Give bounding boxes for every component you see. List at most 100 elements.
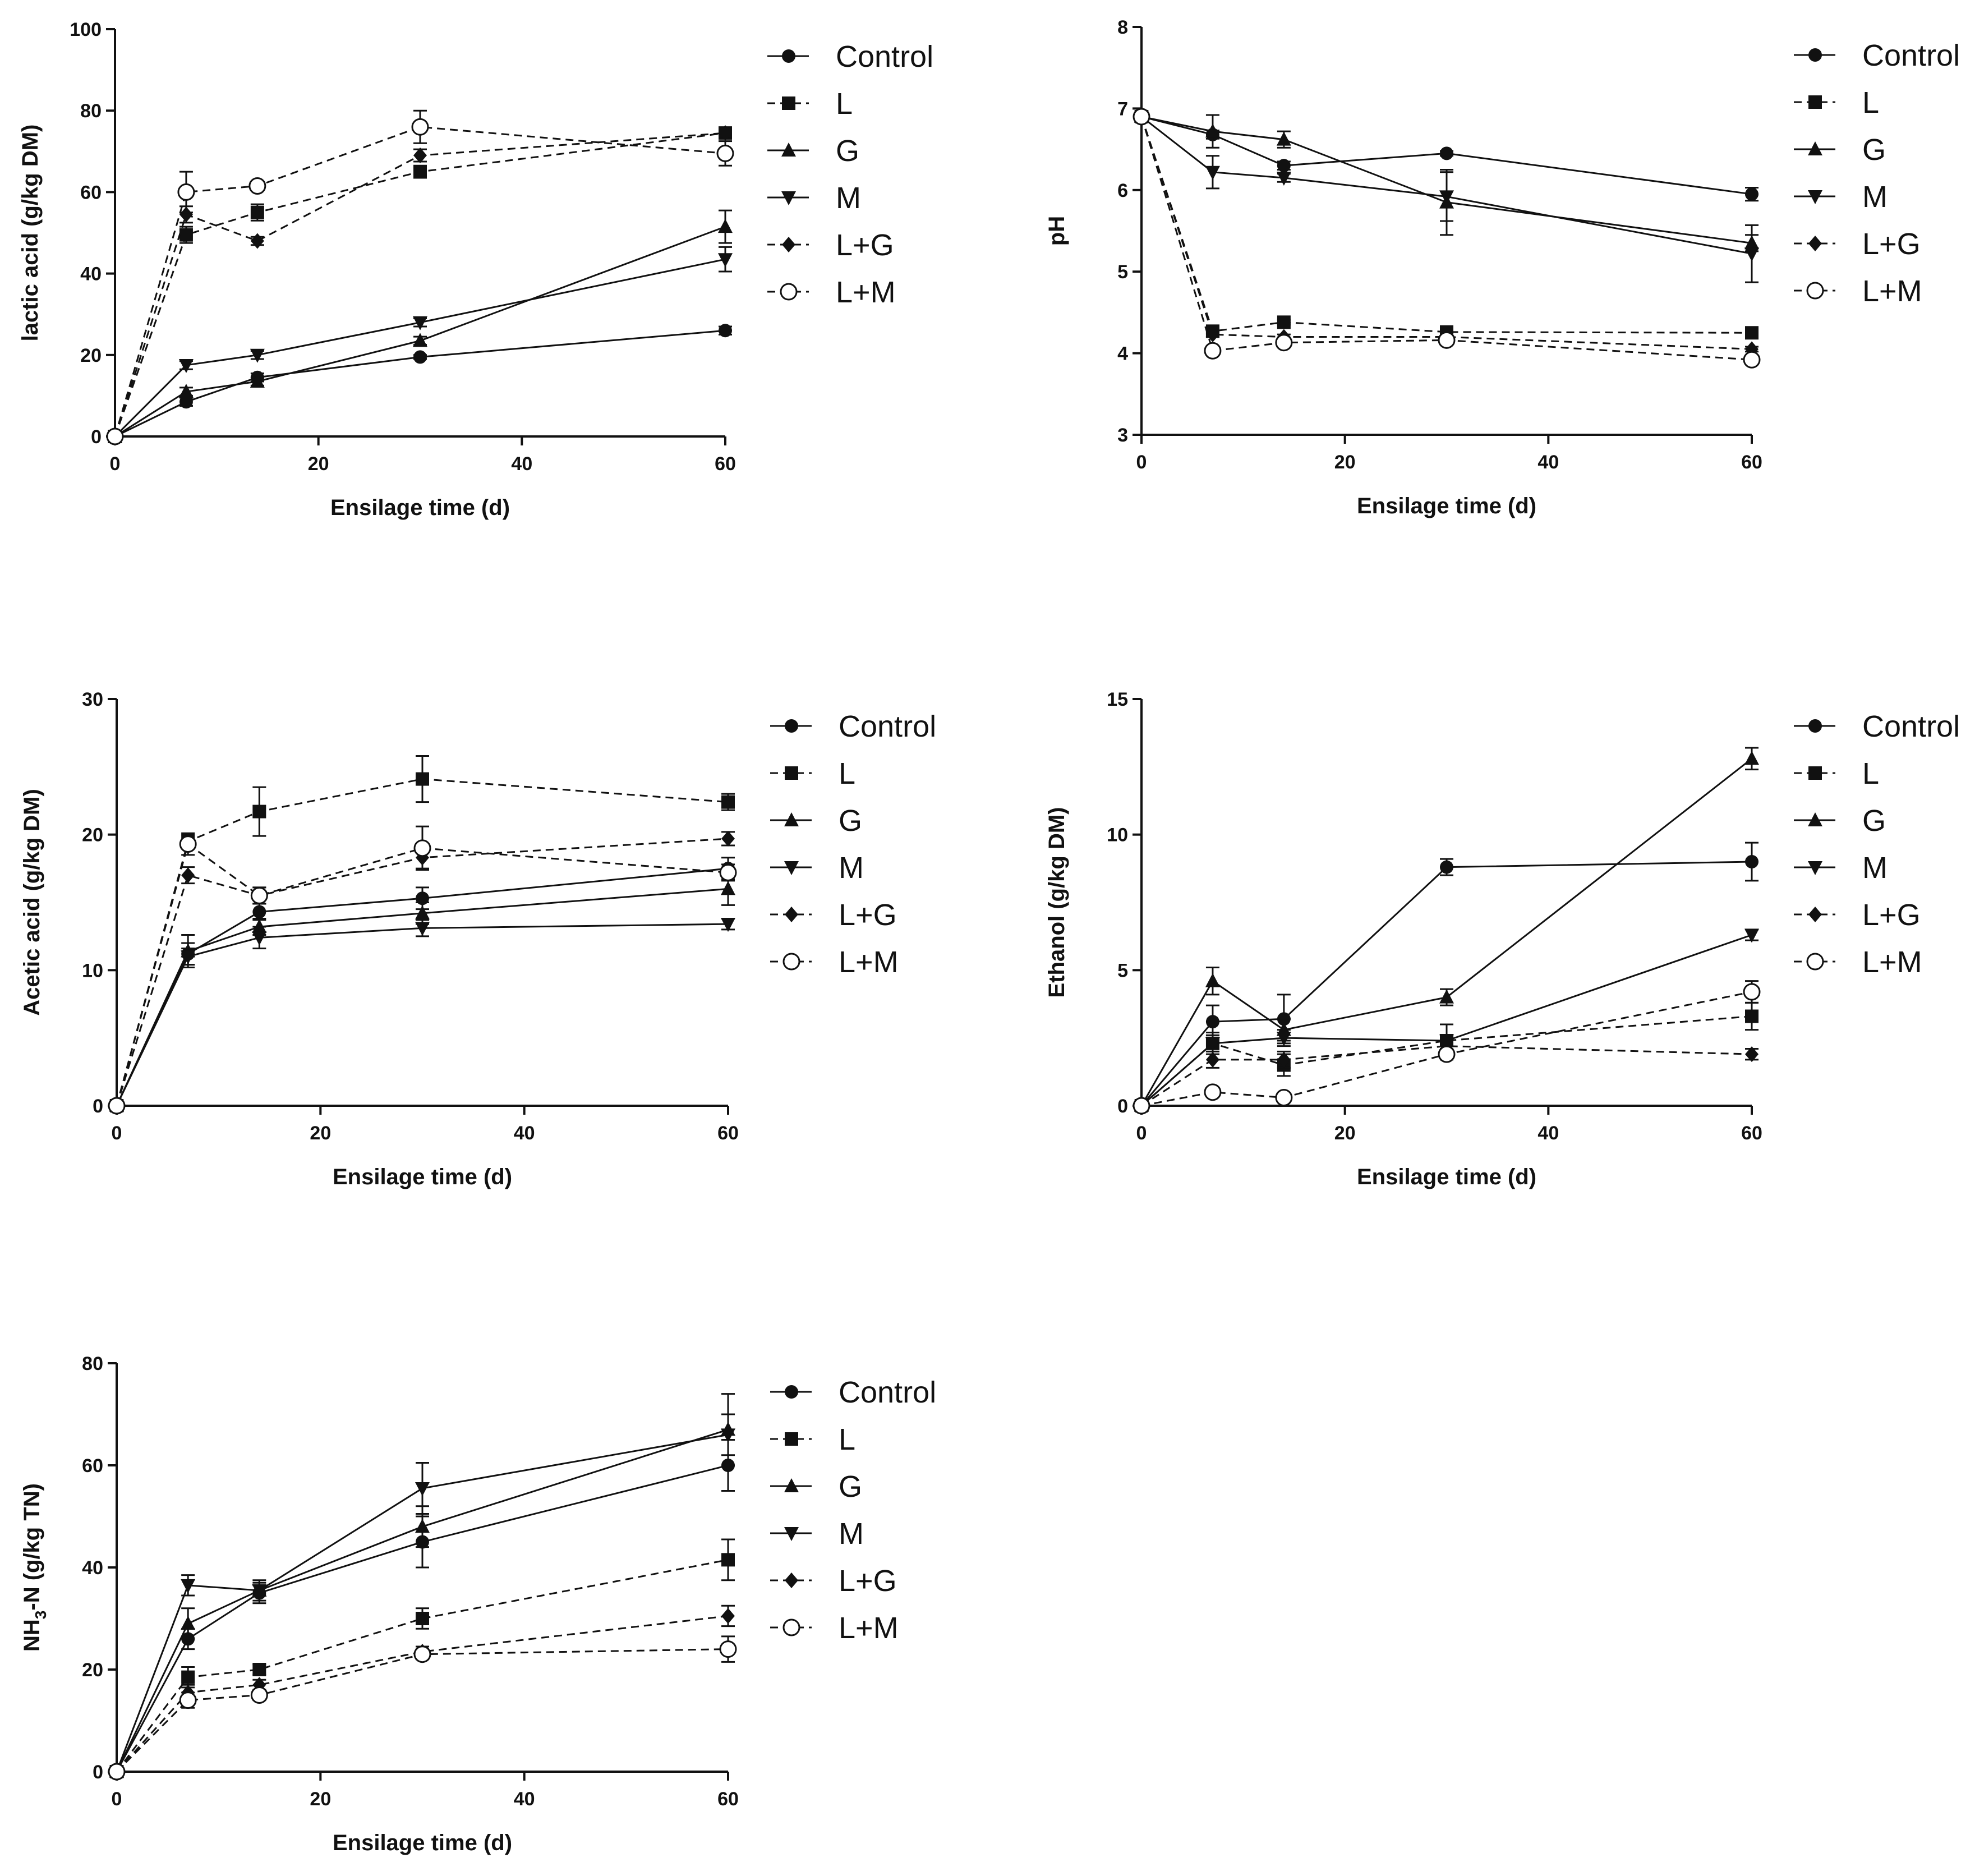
chart-5-x-tick-label: 40 — [514, 1788, 535, 1810]
chart-5-legend-label: L — [839, 1423, 855, 1456]
chart-3-data-point — [415, 922, 430, 936]
chart-3-data-point — [179, 835, 197, 853]
chart-2-legend-label: M — [1862, 180, 1888, 214]
chart-5-series-l-m — [108, 1635, 737, 1781]
chart-5-data-point — [721, 1553, 735, 1567]
chart-4-data-point — [1276, 1032, 1291, 1046]
chart-5-y-tick-label: 20 — [82, 1659, 103, 1681]
chart-2-data-point — [1133, 108, 1150, 126]
chart-2-data-point — [1204, 342, 1222, 360]
chart-4-x-tick-label: 0 — [1136, 1123, 1147, 1144]
chart-2-data-point — [1277, 315, 1291, 329]
chart-1-data-point — [248, 177, 266, 195]
chart-1-legend-marker — [780, 283, 798, 301]
chart-4-legend-marker — [1808, 719, 1822, 733]
chart-4-data-point — [1205, 1037, 1220, 1051]
chart-1-legend-marker — [782, 49, 795, 63]
chart-2-series-m — [1134, 110, 1759, 283]
chart-5-data-point — [416, 1612, 429, 1625]
chart-5-y-tick-label: 0 — [93, 1762, 103, 1783]
chart-5-x-label: Ensilage time (d) — [333, 1831, 512, 1855]
chart-3-legend: Control LGM L+G L+M — [770, 710, 936, 979]
chart-3-y-tick-label: 10 — [82, 960, 103, 981]
chart-3-data-point — [250, 886, 268, 904]
chart-4-legend-label: M — [1862, 851, 1888, 885]
chart-5-legend-marker — [784, 1478, 799, 1492]
chart-5-data-point — [181, 1670, 195, 1684]
chart-2-data-point — [1745, 187, 1759, 201]
chart-4-y-tick-label: 0 — [1117, 1096, 1128, 1117]
chart-5-data-point — [252, 1584, 267, 1598]
chart-5-legend-label: L+G — [839, 1564, 897, 1598]
chart-5-x-tick-label: 0 — [112, 1788, 122, 1810]
chart-2-series-control — [1135, 109, 1759, 202]
chart-2: 3 4 5 6 7 8 0 20 40 60 Ensilage time (d) pH Control L… — [1044, 17, 1960, 518]
chart-5-data-point — [721, 1608, 735, 1624]
chart-3-y-tick-label: 20 — [82, 825, 103, 846]
chart-5-legend-marker — [784, 1527, 799, 1541]
chart-1-data-point — [177, 183, 195, 201]
chart-4-legend: Control LGM L+G L+M — [1794, 710, 1960, 979]
chart-2-legend-marker — [1808, 48, 1822, 62]
chart-5-data-point — [413, 1645, 431, 1663]
chart-3-legend-marker — [782, 953, 800, 971]
chart-1-x-tick-label: 60 — [715, 453, 736, 475]
chart-3-y-tick-label: 30 — [82, 689, 103, 710]
chart-1: 0 20 40 60 80 100 0 20 40 60 Ensilage time (d) lact… — [18, 19, 933, 520]
chart-4-series-control — [1135, 842, 1759, 1112]
chart-1-y-tick-label: 60 — [80, 182, 102, 203]
chart-3-x-tick-label: 20 — [310, 1123, 331, 1144]
chart-2-y-tick-label: 3 — [1117, 425, 1128, 446]
chart-2-data-point — [1205, 327, 1219, 343]
chart-1-legend-marker — [781, 142, 796, 157]
chart-4-data-point — [1205, 973, 1220, 987]
chart-5-data-point — [250, 1686, 268, 1704]
chart-1-series-l-m — [106, 109, 734, 445]
chart-1-x-label: Ensilage time (d) — [330, 495, 510, 520]
chart-2-x-tick-label: 40 — [1538, 452, 1559, 473]
chart-2-data-point — [1440, 146, 1453, 160]
chart-3-series-l-m — [108, 825, 737, 1115]
chart-2-data-point — [1276, 171, 1291, 186]
chart-3-legend-marker — [785, 907, 798, 922]
chart-1-data-point — [413, 165, 427, 179]
chart-5-data-point — [719, 1640, 737, 1658]
chart-3: 0 10 20 30 0 20 40 60 Ensilage time (d) Acetic ac… — [20, 689, 936, 1189]
chart-3-series-m — [109, 918, 735, 1114]
chart-1-data-point — [719, 324, 732, 338]
chart-2-data-point — [1205, 165, 1220, 180]
chart-4-legend-marker — [1808, 861, 1822, 875]
chart-1-y-tick-label: 100 — [70, 19, 102, 40]
chart-1-data-point — [179, 395, 193, 409]
chart-1-data-point — [718, 253, 733, 268]
chart-1-x-tick-label: 20 — [308, 453, 329, 475]
chart-1-data-point — [250, 233, 264, 249]
chart-5-data-point — [415, 1519, 430, 1533]
chart-3-legend-marker — [784, 861, 799, 875]
chart-5-data-point — [179, 1691, 197, 1709]
chart-1-legend-label: L — [836, 87, 853, 121]
chart-4-legend-marker — [1808, 907, 1822, 922]
chart-1-legend-marker — [781, 191, 796, 205]
chart-1-data-point — [413, 148, 427, 164]
chart-5-legend-label: Control — [839, 1376, 936, 1409]
chart-4-data-point — [1204, 1083, 1222, 1101]
chart-1-data-point — [718, 219, 733, 233]
chart-1-data-point — [179, 206, 193, 223]
chart-4-data-point — [1745, 1046, 1759, 1063]
chart-1-legend-label: M — [836, 181, 861, 215]
chart-2-series-l-m — [1133, 108, 1761, 369]
chart-5-legend-marker — [785, 1385, 798, 1399]
chart-4-data-point — [1439, 989, 1454, 1004]
chart-3-x-tick-label: 60 — [717, 1123, 739, 1144]
chart-1-y-tick-label: 0 — [91, 426, 102, 448]
chart-1-series-m — [108, 246, 733, 444]
chart-3-series-line — [116, 838, 729, 1106]
chart-2-data-point — [1743, 351, 1761, 369]
chart-1-series-line — [114, 258, 726, 438]
chart-3-x-tick-label: 0 — [112, 1123, 122, 1144]
chart-5-legend-label: G — [839, 1470, 862, 1503]
chart-2-x-tick-label: 0 — [1136, 452, 1147, 473]
chart-5-data-point — [181, 1616, 196, 1630]
chart-2-legend-marker — [1808, 236, 1822, 251]
